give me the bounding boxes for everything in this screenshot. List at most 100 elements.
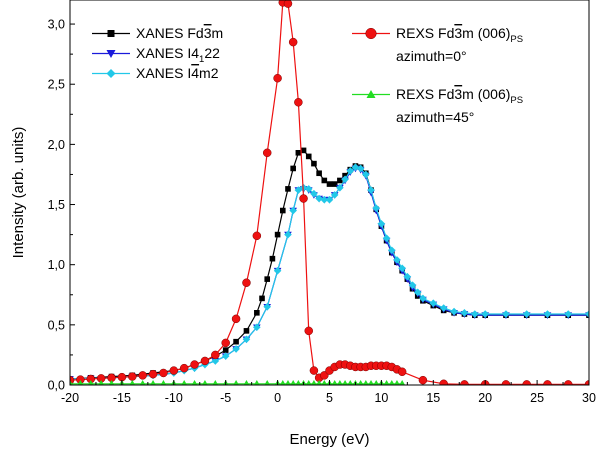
data-point-2-51: [543, 310, 552, 318]
data-point-4-43: [394, 379, 400, 385]
data-point-0-23: [305, 153, 312, 160]
data-point-3-17: [242, 278, 251, 287]
x-tick-label: -20: [61, 391, 79, 405]
x-tick-label: 0: [274, 391, 281, 405]
data-point-2-16: [284, 230, 292, 239]
data-point-2-46: [460, 309, 469, 317]
data-point-3-20: [273, 73, 282, 83]
data-point-3-11: [179, 363, 189, 373]
data-point-4-34: [347, 379, 354, 385]
legend-label-4: REXS Fd3m (006)PS: [396, 86, 523, 106]
data-point-4-8: [150, 379, 156, 385]
x-tick-label: -10: [165, 391, 183, 405]
data-point-0-19: [285, 186, 291, 192]
data-point-4-32: [336, 379, 343, 385]
legend-label-line2-3: azimuth=0°: [396, 48, 467, 64]
data-point-3-6: [128, 372, 137, 381]
data-point-0-15: [264, 276, 271, 282]
data-point-4-24: [295, 379, 302, 385]
legend-marker-2: [106, 69, 116, 78]
data-point-4-37: [362, 379, 369, 385]
data-point-4-9: [160, 379, 167, 385]
data-point-3-45: [418, 375, 428, 385]
data-point-0-22: [300, 147, 307, 154]
data-point-3-24: [294, 98, 303, 107]
data-point-0-26: [321, 177, 328, 184]
data-point-4-13: [202, 379, 208, 385]
data-point-2-43: [429, 299, 438, 307]
data-point-3-16: [231, 314, 241, 324]
data-point-2-13: [253, 323, 261, 332]
data-point-2-30: [356, 164, 365, 173]
data-point-4-33: [342, 379, 348, 385]
data-point-3-8: [148, 369, 158, 379]
data-point-2-10: [221, 352, 230, 360]
data-point-2-31: [362, 170, 370, 179]
data-point-3-50: [522, 380, 531, 385]
data-point-4-26: [305, 379, 312, 385]
data-point-4-28: [316, 379, 323, 385]
y-tick-label: 0,5: [48, 318, 65, 332]
data-point-4-21: [279, 379, 286, 385]
x-tick-label: 10: [374, 391, 388, 405]
x-tick-label: 15: [426, 391, 440, 405]
data-point-2-11: [232, 345, 240, 353]
data-point-3-53: [584, 380, 589, 385]
data-point-4-39: [373, 379, 380, 385]
data-point-4-17: [243, 379, 250, 385]
legend-label-1: XANES I4122: [136, 45, 220, 65]
data-point-2-29: [351, 163, 360, 172]
data-point-0-24: [311, 160, 317, 167]
data-point-2-20: [304, 185, 313, 193]
data-point-0-10: [222, 347, 229, 353]
data-point-4-42: [388, 379, 395, 385]
data-point-4-44: [399, 379, 406, 385]
legend-entry-2: XANES I4m2: [92, 65, 219, 81]
data-point-2-27: [341, 175, 349, 184]
data-point-2-23: [320, 195, 329, 204]
y-tick-label: 1,0: [48, 258, 65, 272]
data-point-2-17: [289, 206, 297, 215]
data-point-0-16: [269, 255, 276, 262]
legend-marker-3: [365, 27, 377, 40]
data-point-3-26: [304, 326, 313, 336]
legend-entry-3: REXS Fd3m (006)PS azimuth=0°: [352, 25, 523, 64]
data-point-2-49: [502, 310, 510, 318]
data-point-4-29: [321, 379, 328, 385]
y-tick-label: 3,0: [48, 18, 65, 32]
data-point-0-28: [331, 181, 338, 187]
data-point-0-25: [316, 170, 322, 177]
data-point-0-11: [233, 338, 239, 345]
data-point-2-40: [408, 281, 417, 289]
data-point-4-14: [212, 379, 219, 385]
data-point-0-14: [259, 295, 265, 302]
data-point-2-44: [439, 304, 448, 312]
data-point-2-42: [419, 294, 427, 303]
x-tick-label: 20: [478, 391, 492, 405]
legend-label-0: XANES Fd3m: [136, 25, 223, 41]
y-tick-label: 2,0: [48, 138, 65, 152]
data-point-2-53: [585, 310, 589, 318]
data-point-3-10: [169, 366, 179, 375]
data-point-3-25: [299, 194, 308, 203]
data-point-3-15: [221, 338, 230, 348]
data-point-2-22: [315, 194, 323, 203]
data-point-2-50: [522, 310, 531, 318]
data-point-3-29: [320, 371, 329, 380]
data-point-4-12: [191, 379, 198, 385]
data-point-4-3: [98, 379, 105, 385]
data-point-2-45: [450, 307, 458, 316]
data-point-0-21: [295, 149, 302, 156]
data-point-3-47: [460, 380, 469, 385]
data-point-0-27: [326, 181, 333, 187]
x-tick-label: -5: [220, 391, 231, 405]
data-point-4-11: [181, 379, 188, 385]
data-point-3-18: [252, 231, 262, 241]
data-point-2-36: [387, 246, 396, 255]
data-point-2-33: [372, 204, 381, 212]
data-point-0-20: [290, 165, 296, 172]
data-point-2-18: [294, 186, 303, 194]
data-point-3-9: [159, 368, 168, 378]
data-point-4-7: [139, 379, 146, 385]
